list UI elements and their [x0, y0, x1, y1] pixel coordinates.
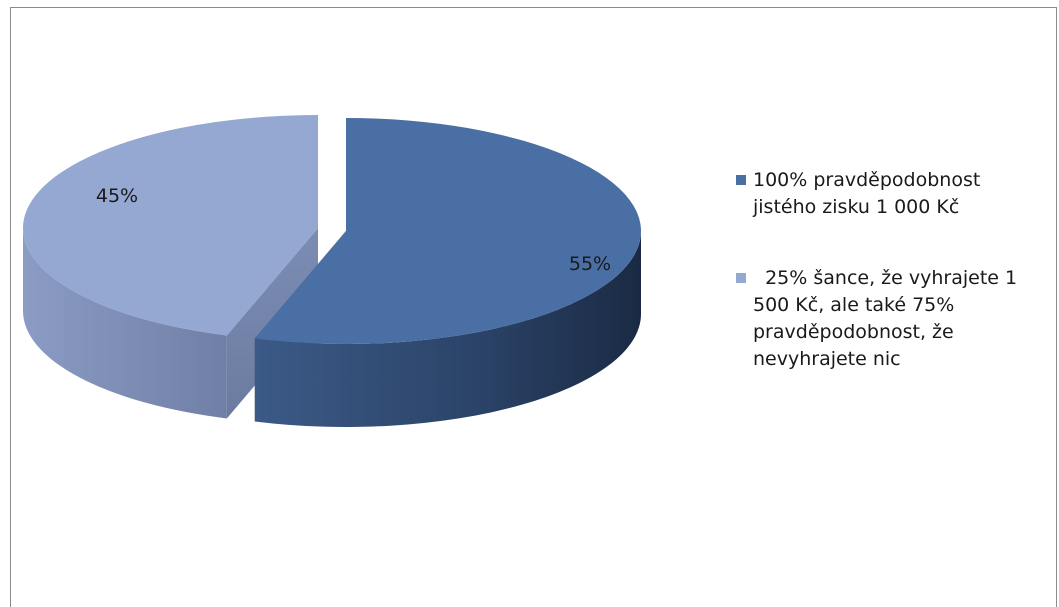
legend-item-1: 25% šance, že vyhrajete 1 500 Kč, ale ta…	[736, 265, 1046, 373]
data-label-slice-1: 45%	[96, 185, 138, 207]
pie-chart: 55% 45%	[22, 115, 642, 427]
pie-slice-0	[254, 118, 641, 344]
data-label-slice-0: 55%	[569, 253, 611, 275]
pie-slice-0-side	[254, 231, 642, 427]
legend-label-1: 25% šance, že vyhrajete 1 500 Kč, ale ta…	[753, 267, 1024, 370]
pie-slice-1	[22, 115, 319, 336]
legend-item-0: 100% pravděpodobnost jistého zisku 1 000…	[736, 167, 1046, 221]
legend-label-0: 100% pravděpodobnost jistého zisku 1 000…	[753, 169, 987, 218]
legend-swatch-0	[736, 175, 746, 185]
pie-slice-1-side	[23, 228, 227, 419]
legend-swatch-1	[736, 273, 746, 283]
legend: 100% pravděpodobnost jistého zisku 1 000…	[736, 167, 1046, 373]
